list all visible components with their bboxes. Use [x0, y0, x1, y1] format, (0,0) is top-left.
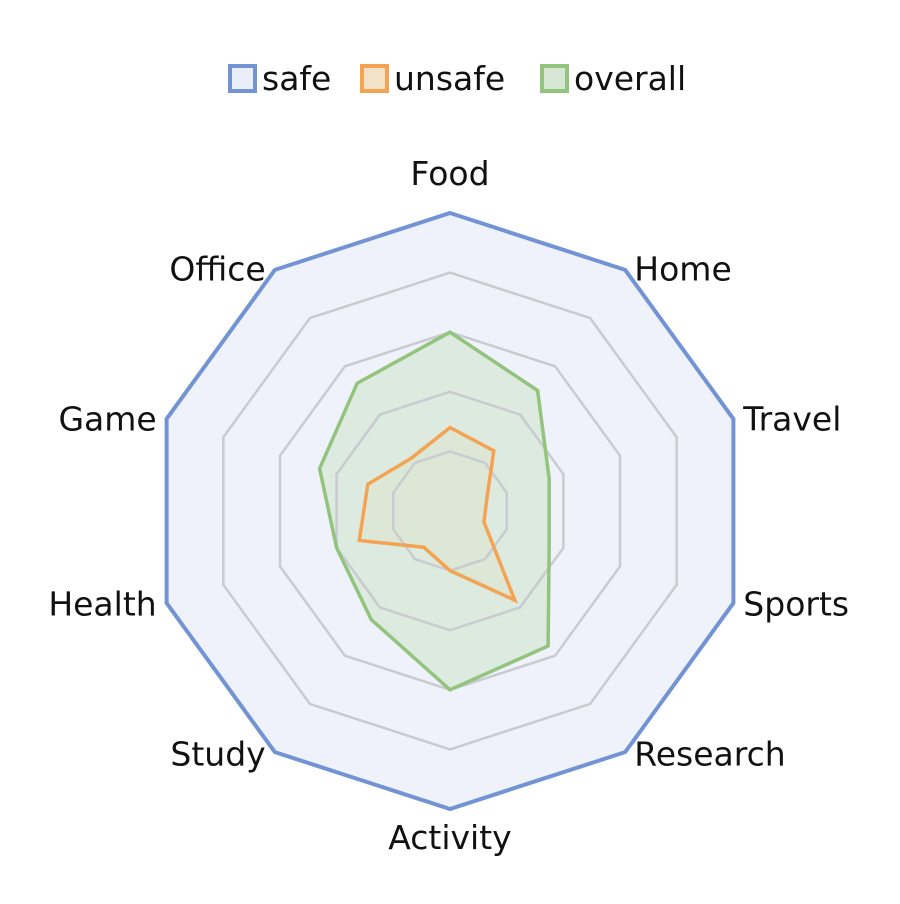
axis-label-activity: Activity [388, 818, 511, 857]
axis-label-office: Office [169, 249, 265, 288]
series-line-overall [317, 330, 551, 692]
legend-item-unsafe: unsafe [360, 59, 505, 98]
legend-item-safe: safe [228, 59, 331, 98]
legend-swatch-unsafe [360, 64, 389, 93]
axis-label-game: Game [58, 399, 156, 438]
series-line-safe [164, 210, 736, 812]
grid-ring-2 [335, 390, 565, 632]
legend-swatch-safe [228, 64, 257, 93]
legend-label-unsafe: unsafe [394, 59, 505, 98]
axis-label-home: Home [634, 249, 731, 288]
legend-swatch-overall [540, 64, 569, 93]
legend-label-safe: safe [262, 59, 331, 98]
series-lines [164, 210, 736, 812]
axis-label-travel: Travel [742, 399, 841, 438]
series-areas [166, 213, 734, 809]
grid-ring-4 [222, 271, 678, 751]
legend: safe unsafe overall [228, 59, 686, 98]
series-line-unsafe [357, 425, 519, 604]
axis-label-food: Food [410, 154, 489, 193]
axis-label-study: Study [170, 735, 265, 774]
axis-labels: Food Home Travel Sports Research Activity Stud… [48, 154, 849, 857]
axis-label-health: Health [48, 585, 156, 624]
series-area-overall [319, 332, 550, 690]
legend-label-overall: overall [574, 59, 686, 98]
axis-label-research: Research [634, 735, 785, 774]
axis-label-sports: Sports [743, 585, 849, 624]
legend-item-overall: overall [540, 59, 686, 98]
